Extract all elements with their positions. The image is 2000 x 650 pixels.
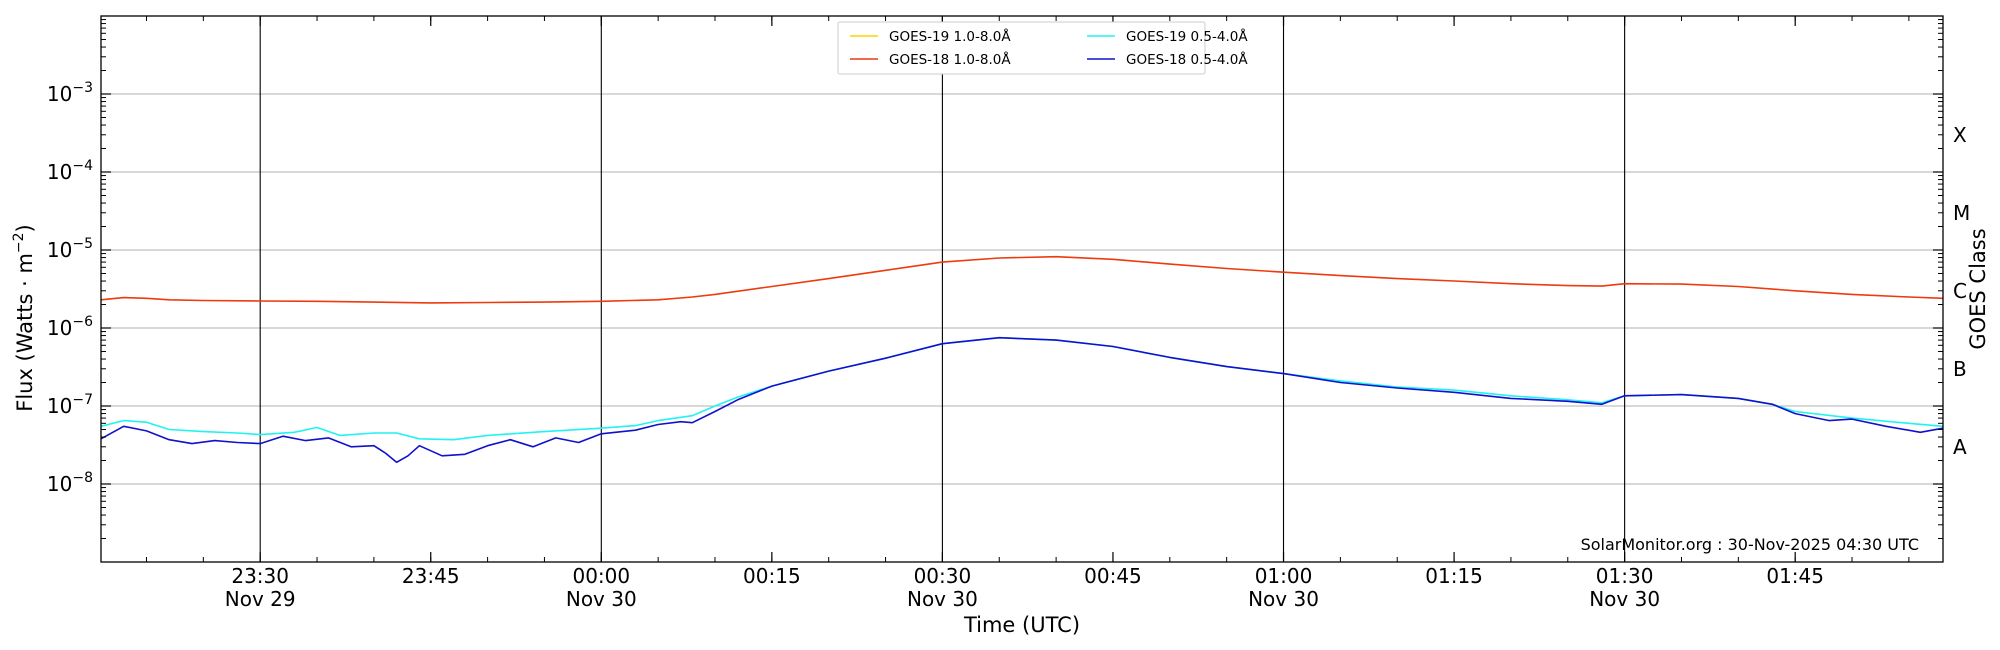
legend-label: GOES-18 1.0-8.0Å (889, 51, 1011, 68)
y-tick-base: 10 (47, 82, 72, 106)
y-axis-label-close: ) (13, 224, 37, 232)
y-tick-base: 10 (47, 238, 72, 262)
x-tick-label: 00:30 (914, 564, 972, 588)
y-tick-label: 10−8 (47, 470, 93, 496)
y-tick-exponent: −8 (72, 470, 93, 486)
x-tick-date-label: Nov 29 (225, 587, 296, 611)
y-tick-label: 10−4 (47, 158, 93, 184)
goes-class-layer: X M C B A (1953, 123, 1970, 459)
goes-class-label: X (1953, 123, 1967, 147)
series-line-2 (100, 336, 1944, 441)
x-tick-label: 00:00 (572, 564, 630, 588)
y-tick-exponent: −4 (72, 158, 93, 174)
legend: GOES-19 1.0-8.0Å GOES-18 1.0-8.0Å GOES-19 … (837, 21, 1248, 75)
vertical-lines-layer (259, 16, 1626, 562)
x-tick-date-label: Nov 30 (1248, 587, 1319, 611)
series-layer (100, 255, 1944, 464)
credit-annotation: SolarMonitor.org : 30-Nov-2025 04:30 UTC (1581, 535, 1919, 554)
series-line-3 (100, 336, 1944, 464)
series-line-1 (100, 255, 1944, 304)
y-tick-base: 10 (47, 316, 72, 340)
y-tick-exponent: −6 (72, 314, 93, 330)
x-tick-date-label: Nov 30 (566, 587, 637, 611)
x-tick-label: 00:15 (743, 564, 801, 588)
legend-label: GOES-19 1.0-8.0Å (889, 28, 1011, 45)
grid-layer (101, 93, 1943, 485)
y-tick-label: 10−6 (47, 314, 93, 340)
legend-items: GOES-19 1.0-8.0Å GOES-18 1.0-8.0Å GOES-19 … (850, 28, 1248, 68)
y-tick-label: 10−5 (47, 236, 93, 262)
goes-class-label: M (1953, 201, 1970, 225)
plot-frame (100, 15, 1944, 563)
y-axis-label: Flux (Watts · m−2) (11, 224, 37, 412)
legend-label: GOES-19 0.5-4.0Å (1126, 28, 1248, 45)
legend-label: GOES-18 0.5-4.0Å (1126, 51, 1248, 68)
x-tick-label: 23:45 (402, 564, 460, 588)
y-tick-label: 10−7 (47, 392, 93, 418)
y-tick-base: 10 (47, 472, 72, 496)
x-tick-date-label: Nov 30 (907, 587, 978, 611)
y-tick-exponent: −3 (72, 80, 93, 96)
x-tick-label: 01:45 (1766, 564, 1824, 588)
goes-class-axis-label: GOES Class (1966, 228, 1990, 349)
goes-class-label: B (1953, 357, 1967, 381)
y-axis-label-text: Flux (Watts · m (13, 253, 37, 412)
x-tick-label: 23:30 (231, 564, 289, 588)
goes-class-label: A (1953, 435, 1967, 459)
x-tick-label: 01:30 (1596, 564, 1654, 588)
y-tick-base: 10 (47, 394, 72, 418)
y-tick-exponent: −7 (72, 392, 93, 408)
y-tick-base: 10 (47, 160, 72, 184)
y-axis-label-exponent: −2 (11, 232, 27, 253)
x-tick-label: 00:45 (1084, 564, 1142, 588)
x-tick-date-label: Nov 30 (1589, 587, 1660, 611)
y-tick-label: 10−3 (47, 80, 93, 106)
legend-box (837, 21, 1206, 75)
x-tick-label: 01:15 (1425, 564, 1483, 588)
x-axis-label: Time (UTC) (963, 613, 1080, 637)
goes-class-label: C (1953, 279, 1967, 303)
x-tick-label: 01:00 (1255, 564, 1313, 588)
y-tick-exponent: −5 (72, 236, 93, 252)
